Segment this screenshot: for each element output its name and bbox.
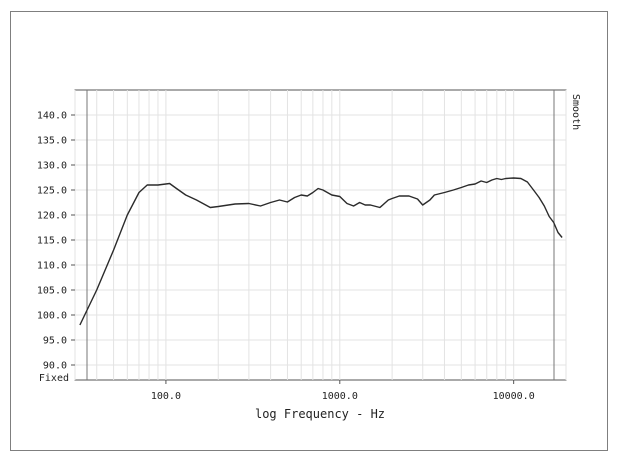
right-side-label: Smooth bbox=[570, 94, 581, 130]
y-tick-label: 105.0 bbox=[37, 286, 67, 297]
y-tick-label: 140.0 bbox=[37, 111, 67, 122]
y-tick-label: 90.0 bbox=[43, 361, 67, 372]
x-tick-label: 10000.0 bbox=[493, 391, 535, 402]
chart-frame: 140.0 135.0 130.0 125.0 120.0 115.0 110.0 105.0… bbox=[10, 11, 608, 451]
plot-area bbox=[74, 89, 567, 381]
y-tick-label: 130.0 bbox=[37, 161, 67, 172]
y-tick-label: 100.0 bbox=[37, 311, 67, 322]
series-group bbox=[79, 177, 563, 326]
x-axis-title: log Frequency - Hz bbox=[255, 407, 385, 421]
y-tick-label: 135.0 bbox=[37, 136, 67, 147]
y-bottom-label: Fixed bbox=[39, 373, 69, 384]
y-tick-label: 95.0 bbox=[43, 336, 67, 347]
y-tick-label: 115.0 bbox=[37, 236, 67, 247]
x-tick-label: 1000.0 bbox=[322, 391, 358, 402]
y-tick-label: 125.0 bbox=[37, 186, 67, 197]
series-line-0 bbox=[79, 177, 563, 326]
y-tick-label: 110.0 bbox=[37, 261, 67, 272]
y-axis-ticks: 140.0 135.0 130.0 125.0 120.0 115.0 110.0 105.0… bbox=[37, 111, 75, 372]
y-tick-label: 120.0 bbox=[37, 211, 67, 222]
x-axis-ticks: 100.0 1000.0 10000.0 bbox=[151, 380, 535, 402]
x-tick-label: 100.0 bbox=[151, 391, 181, 402]
frequency-response-chart: 140.0 135.0 130.0 125.0 120.0 115.0 110.0 105.0… bbox=[37, 89, 581, 421]
grid bbox=[74, 90, 567, 380]
